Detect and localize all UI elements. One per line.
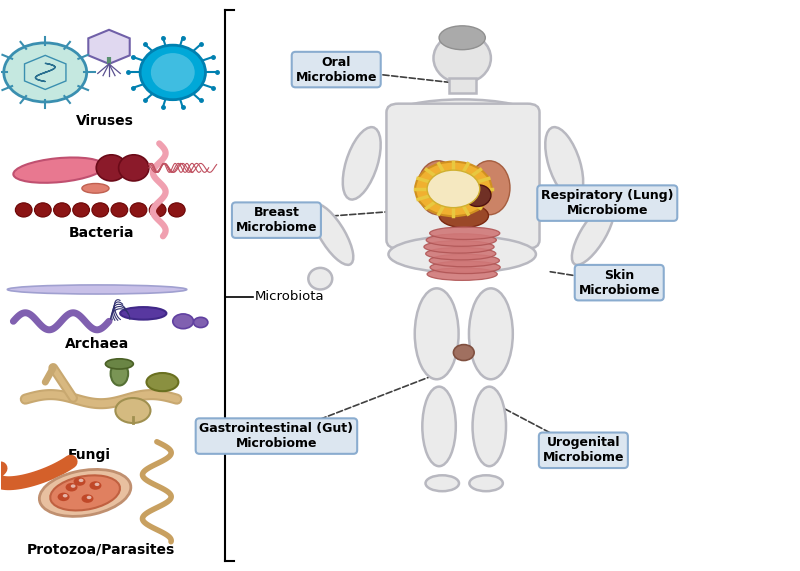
Ellipse shape bbox=[426, 234, 496, 246]
Ellipse shape bbox=[92, 203, 109, 217]
Circle shape bbox=[58, 493, 70, 501]
Circle shape bbox=[66, 483, 78, 492]
Ellipse shape bbox=[427, 268, 498, 280]
Ellipse shape bbox=[439, 204, 489, 227]
Ellipse shape bbox=[430, 254, 499, 267]
Ellipse shape bbox=[426, 247, 496, 260]
Ellipse shape bbox=[470, 475, 503, 491]
Text: Archaea: Archaea bbox=[65, 337, 129, 351]
Text: Fungi: Fungi bbox=[67, 448, 110, 462]
Ellipse shape bbox=[311, 204, 354, 265]
Ellipse shape bbox=[14, 158, 104, 183]
Ellipse shape bbox=[469, 288, 513, 379]
Ellipse shape bbox=[393, 99, 532, 131]
Ellipse shape bbox=[150, 203, 166, 217]
Ellipse shape bbox=[414, 288, 458, 379]
Ellipse shape bbox=[308, 268, 332, 289]
FancyBboxPatch shape bbox=[450, 78, 476, 94]
Ellipse shape bbox=[96, 155, 126, 181]
Ellipse shape bbox=[342, 127, 381, 199]
Circle shape bbox=[70, 484, 75, 488]
Ellipse shape bbox=[439, 26, 486, 50]
Text: Breast
Microbiome: Breast Microbiome bbox=[236, 206, 317, 234]
Ellipse shape bbox=[50, 475, 120, 510]
Ellipse shape bbox=[454, 344, 474, 360]
Ellipse shape bbox=[140, 45, 206, 100]
Ellipse shape bbox=[572, 204, 614, 265]
Text: Bacteria: Bacteria bbox=[68, 226, 134, 240]
Circle shape bbox=[194, 317, 208, 328]
Ellipse shape bbox=[39, 469, 131, 516]
Circle shape bbox=[94, 482, 99, 486]
Ellipse shape bbox=[422, 387, 456, 466]
Circle shape bbox=[74, 477, 86, 486]
Ellipse shape bbox=[426, 475, 459, 491]
Circle shape bbox=[173, 314, 194, 329]
Circle shape bbox=[62, 494, 67, 497]
Ellipse shape bbox=[169, 203, 185, 217]
Circle shape bbox=[4, 43, 86, 102]
Ellipse shape bbox=[82, 183, 109, 193]
Ellipse shape bbox=[130, 203, 147, 217]
Circle shape bbox=[90, 481, 102, 490]
Circle shape bbox=[427, 170, 480, 208]
Text: Viruses: Viruses bbox=[76, 114, 134, 128]
Ellipse shape bbox=[15, 203, 32, 217]
Ellipse shape bbox=[594, 268, 618, 289]
Ellipse shape bbox=[389, 236, 536, 273]
Ellipse shape bbox=[118, 155, 149, 181]
Ellipse shape bbox=[7, 285, 186, 294]
Ellipse shape bbox=[120, 307, 166, 320]
Ellipse shape bbox=[54, 203, 70, 217]
Ellipse shape bbox=[146, 373, 178, 391]
Ellipse shape bbox=[469, 161, 510, 215]
Circle shape bbox=[82, 494, 94, 503]
Circle shape bbox=[115, 398, 150, 423]
Ellipse shape bbox=[473, 387, 506, 466]
Circle shape bbox=[78, 478, 83, 482]
Ellipse shape bbox=[466, 185, 491, 207]
Circle shape bbox=[86, 496, 91, 499]
Text: Urogenital
Microbiome: Urogenital Microbiome bbox=[542, 436, 624, 464]
Ellipse shape bbox=[434, 33, 491, 83]
Text: Protozoa/Parasites: Protozoa/Parasites bbox=[27, 542, 175, 557]
Circle shape bbox=[415, 162, 492, 216]
Text: Respiratory (Lung)
Microbiome: Respiratory (Lung) Microbiome bbox=[541, 189, 674, 217]
Ellipse shape bbox=[430, 227, 500, 239]
Ellipse shape bbox=[418, 161, 459, 215]
Ellipse shape bbox=[73, 203, 90, 217]
Ellipse shape bbox=[430, 261, 500, 274]
Ellipse shape bbox=[106, 359, 134, 369]
Ellipse shape bbox=[151, 53, 194, 92]
Text: Microbiota: Microbiota bbox=[255, 291, 325, 303]
Text: Oral
Microbiome: Oral Microbiome bbox=[295, 55, 377, 83]
Text: Skin
Microbiome: Skin Microbiome bbox=[578, 269, 660, 297]
Ellipse shape bbox=[111, 203, 128, 217]
Ellipse shape bbox=[34, 203, 51, 217]
Ellipse shape bbox=[110, 361, 128, 385]
Ellipse shape bbox=[546, 127, 583, 199]
Text: Gastrointestinal (Gut)
Microbiome: Gastrointestinal (Gut) Microbiome bbox=[199, 422, 354, 450]
Ellipse shape bbox=[424, 240, 494, 253]
FancyBboxPatch shape bbox=[386, 104, 539, 248]
